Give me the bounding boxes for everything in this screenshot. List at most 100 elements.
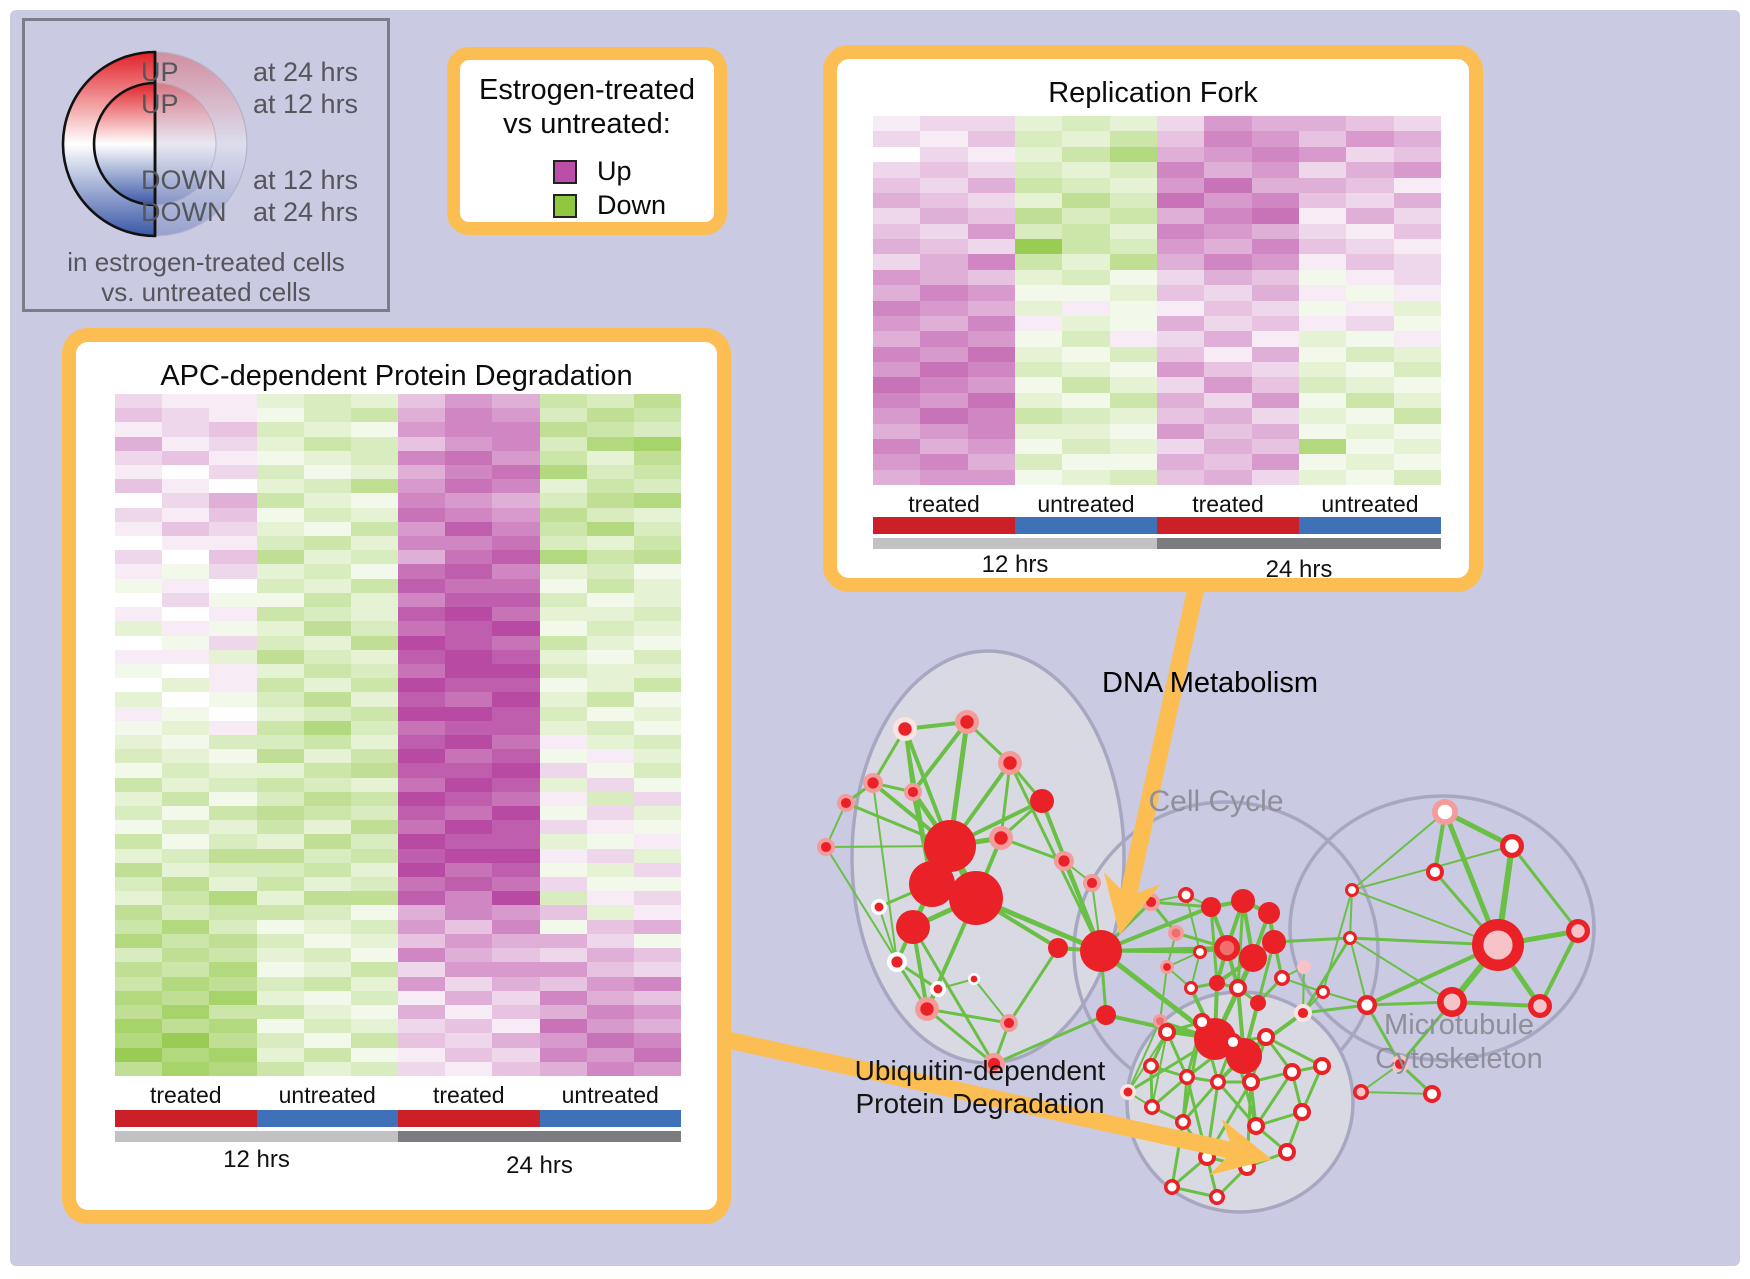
- heatmap-cell: [350, 919, 398, 934]
- heatmap-cell: [445, 820, 493, 835]
- heatmap-cell: [1062, 454, 1110, 470]
- heatmap-cell: [967, 223, 1015, 239]
- heatmap-cell: [1393, 362, 1441, 378]
- heatmap-cell: [303, 820, 351, 835]
- heatmap-cell: [586, 791, 634, 807]
- heatmap-cell: [445, 493, 493, 508]
- heatmap-cell: [873, 146, 921, 163]
- heatmap-cell: [633, 635, 681, 650]
- heatmap-cell: [873, 131, 921, 147]
- network-node: [1258, 902, 1280, 924]
- heatmap-cell: [586, 976, 634, 991]
- heatmap-cell: [445, 976, 493, 991]
- heatmap-cell: [115, 749, 163, 764]
- heatmap-cell: [115, 692, 163, 707]
- heatmap-cell: [586, 450, 634, 466]
- network-node: [1472, 919, 1524, 971]
- heatmap-cell: [492, 592, 540, 608]
- legend-row-up-12: UP at 12 hrs: [141, 89, 358, 120]
- heatmap-cell: [162, 1019, 210, 1034]
- heatmap-cell: [1204, 269, 1252, 286]
- legend-item-down: Down: [553, 190, 666, 221]
- heatmap-cell: [539, 891, 587, 906]
- heatmap-cell: [445, 749, 493, 764]
- network-node: [1209, 1189, 1225, 1205]
- heatmap-cell: [1251, 438, 1299, 455]
- condition-label: treated: [149, 1082, 222, 1108]
- heatmap-cell: [492, 678, 540, 693]
- heatmap-cell: [1062, 269, 1110, 286]
- heatmap-cell: [350, 834, 398, 849]
- heatmap-cell: [873, 285, 921, 301]
- heatmap-cell: [1062, 392, 1110, 409]
- heatmap-cell: [256, 521, 304, 537]
- heatmap-cell: [350, 578, 398, 593]
- heatmap-cell: [256, 734, 304, 750]
- heatmap-cell: [162, 436, 210, 451]
- heatmap-cell: [633, 763, 681, 778]
- heatmap-cell: [256, 990, 304, 1005]
- network-edge: [1360, 1091, 1433, 1095]
- heatmap-cell: [115, 479, 163, 494]
- heatmap-cell: [967, 146, 1015, 163]
- heatmap-cell: [115, 450, 163, 466]
- heatmap-cell: [539, 834, 587, 849]
- down-color-swatch: [553, 193, 577, 218]
- network-node: [1294, 1004, 1312, 1022]
- heatmap-cell: [209, 919, 257, 934]
- heatmap-cell: [1014, 177, 1063, 193]
- heatmap-cell: [398, 607, 446, 622]
- heatmap-cell: [1346, 146, 1394, 163]
- heatmap-cell: [1393, 423, 1441, 439]
- heatmap-cell: [1251, 454, 1299, 470]
- heatmap-cell: [633, 976, 681, 991]
- heatmap-cell: [1156, 315, 1205, 332]
- heatmap-cell: [115, 621, 163, 636]
- heatmap-cell: [539, 1004, 587, 1020]
- heatmap-cell: [1014, 346, 1063, 362]
- apc-condition-bars: [115, 1110, 681, 1127]
- heatmap-cell: [162, 720, 210, 735]
- heatmap-cell: [539, 720, 587, 735]
- heatmap-cell: [398, 777, 446, 792]
- heatmap-cell: [303, 536, 351, 551]
- network-node: [1193, 945, 1207, 959]
- heatmap-cell: [920, 116, 968, 132]
- network-node: [1168, 925, 1184, 941]
- heatmap-cell: [115, 1061, 163, 1076]
- heatmap-cell: [256, 962, 304, 977]
- heatmap-cell: [115, 791, 163, 807]
- heatmap-cell: [303, 806, 351, 821]
- heatmap-cell: [350, 436, 398, 451]
- heatmap-cell: [633, 678, 681, 693]
- heatmap-cell: [1393, 208, 1441, 224]
- heatmap-cell: [539, 1019, 587, 1034]
- time-bar: [873, 538, 1157, 549]
- heatmap-cell: [303, 1019, 351, 1034]
- heatmap-cell: [1346, 285, 1394, 301]
- heatmap-cell: [1346, 162, 1394, 178]
- heatmap-cell: [539, 877, 587, 892]
- heatmap-cell: [1393, 177, 1441, 193]
- heatmap-cell: [492, 933, 540, 949]
- heatmap-cell: [350, 1047, 398, 1062]
- heatmap-cell: [1346, 454, 1394, 470]
- heatmap-cell: [492, 820, 540, 835]
- network-node: [983, 1053, 1005, 1075]
- heatmap-cell: [1346, 131, 1394, 147]
- heatmap-cell: [350, 734, 398, 750]
- apc-condition-labels: treated untreated treated untreated: [115, 1082, 681, 1108]
- heatmap-cell: [398, 479, 446, 494]
- heatmap-cell: [1014, 423, 1063, 439]
- network-node: [1184, 981, 1198, 995]
- heatmap-cell: [162, 450, 210, 466]
- heatmap-cell: [633, 749, 681, 764]
- network-edge: [1159, 966, 1168, 1022]
- heatmap-cell: [445, 1004, 493, 1020]
- network-edge: [911, 926, 996, 1065]
- heatmap-cell: [162, 877, 210, 892]
- condition-bar: [873, 517, 1015, 534]
- heatmap-cell: [539, 919, 587, 934]
- network-edge: [1322, 889, 1353, 993]
- heatmap-cell: [873, 315, 921, 332]
